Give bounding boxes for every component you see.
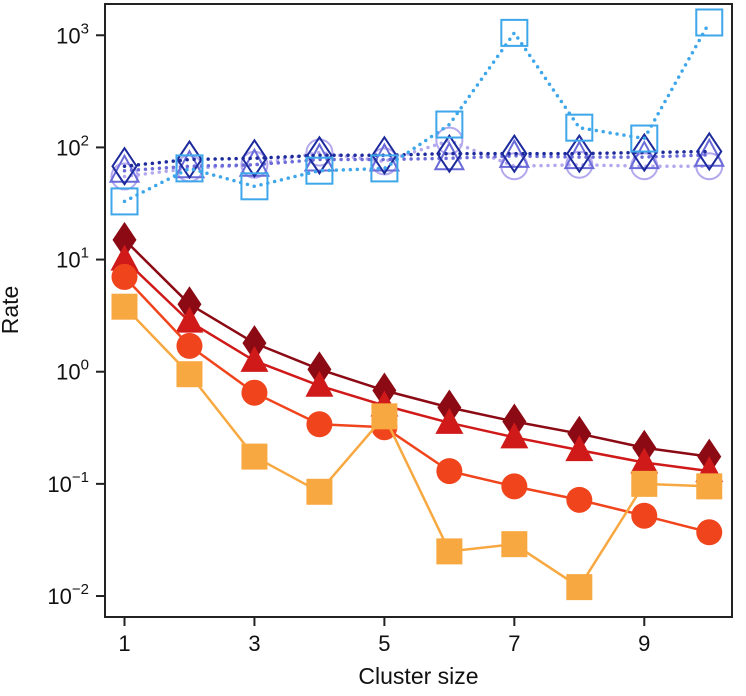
data-point-square	[565, 113, 594, 142]
data-point-square	[306, 478, 333, 505]
data-point-triangle	[435, 407, 464, 434]
data-point-circle	[501, 473, 528, 500]
data-point-square	[566, 574, 593, 601]
y-tick-label: 102	[56, 132, 89, 160]
data-point-circle	[110, 162, 139, 191]
data-point-square	[370, 154, 399, 183]
data-point-square	[305, 156, 334, 185]
series-navy-diamonds	[111, 131, 723, 187]
data-point-circle	[306, 411, 333, 438]
data-point-diamond	[307, 351, 332, 388]
data-point-square	[435, 110, 464, 139]
data-point-diamond	[242, 325, 267, 362]
data-point-square	[111, 293, 138, 320]
data-point-circle	[241, 379, 268, 406]
data-point-diamond	[436, 133, 463, 174]
data-point-diamond	[111, 146, 138, 187]
data-point-square	[630, 124, 659, 153]
data-point-diamond	[241, 138, 268, 179]
data-point-square	[696, 473, 723, 500]
data-point-diamond	[502, 403, 527, 440]
data-point-square	[110, 187, 139, 216]
data-point-circle	[176, 332, 203, 359]
x-tick-label: 5	[378, 631, 390, 656]
y-tick-label: 101	[56, 245, 89, 273]
data-point-diamond	[501, 133, 528, 174]
data-point-diamond	[112, 221, 137, 258]
data-point-square	[240, 172, 269, 201]
y-tick-label: 10−1	[47, 469, 89, 497]
series-line-navy-diamonds	[122, 149, 712, 168]
data-point-diamond	[566, 133, 593, 174]
x-tick-label: 3	[248, 631, 260, 656]
plot-layer	[108, 8, 725, 601]
data-point-triangle	[240, 345, 269, 372]
data-point-square	[631, 470, 658, 497]
data-point-diamond	[176, 139, 203, 180]
data-point-square	[175, 154, 204, 183]
data-point-triangle	[433, 141, 466, 171]
data-point-square	[241, 443, 268, 470]
data-point-triangle	[565, 435, 594, 462]
data-point-circle	[566, 486, 593, 513]
data-point-triangle	[628, 139, 660, 170]
data-point-square	[436, 538, 463, 565]
data-point-diamond	[371, 135, 398, 176]
data-point-circle	[436, 458, 463, 485]
data-point-triangle	[368, 142, 401, 172]
data-point-diamond	[567, 415, 592, 452]
data-point-diamond	[306, 135, 333, 176]
series-line-cyan-squares	[122, 20, 712, 204]
series-dark-red-diamonds	[112, 221, 722, 475]
y-axis: 10−2 10−1 100 101 102 103	[47, 20, 105, 609]
series-cyan-squares	[110, 8, 724, 216]
data-point-square	[695, 8, 724, 37]
y-tick-label: 100	[56, 357, 89, 385]
data-point-diamond	[177, 286, 202, 323]
y-tick-label: 10−2	[47, 581, 89, 609]
series-line-orange-red-circles	[123, 276, 710, 534]
data-point-triangle	[108, 153, 141, 183]
x-tick-label: 7	[508, 631, 520, 656]
data-point-triangle	[110, 244, 139, 271]
data-point-diamond	[437, 389, 462, 426]
series-line-red-triangles	[123, 258, 710, 473]
series-line-orange-squares	[123, 305, 710, 589]
data-point-triangle	[630, 447, 659, 474]
data-point-circle	[631, 502, 658, 529]
y-axis-title: Rate	[0, 286, 23, 335]
data-point-diamond	[696, 131, 723, 172]
data-point-circle	[435, 126, 464, 155]
plot-area-frame	[104, 3, 733, 618]
x-tick-label: 1	[118, 631, 130, 656]
data-point-triangle	[305, 370, 334, 397]
data-point-square	[371, 403, 398, 430]
x-axis: 1 3 5 7 9	[118, 617, 650, 656]
data-point-square	[176, 361, 203, 388]
data-point-triangle	[693, 137, 725, 167]
data-point-square	[501, 531, 528, 558]
series-orange-squares	[111, 293, 723, 601]
data-point-triangle	[175, 306, 204, 333]
x-tick-label: 9	[638, 631, 650, 656]
data-point-circle	[696, 519, 723, 546]
data-point-square	[500, 18, 529, 47]
data-point-triangle	[500, 422, 529, 449]
series-line-dark-red-diamonds	[123, 238, 710, 458]
data-point-diamond	[631, 132, 658, 173]
x-axis-title: Cluster size	[358, 663, 478, 689]
series-line-blue-triangles	[122, 153, 712, 173]
y-tick-label: 103	[56, 20, 89, 48]
data-point-circle	[305, 138, 334, 167]
data-point-circle	[111, 263, 138, 290]
